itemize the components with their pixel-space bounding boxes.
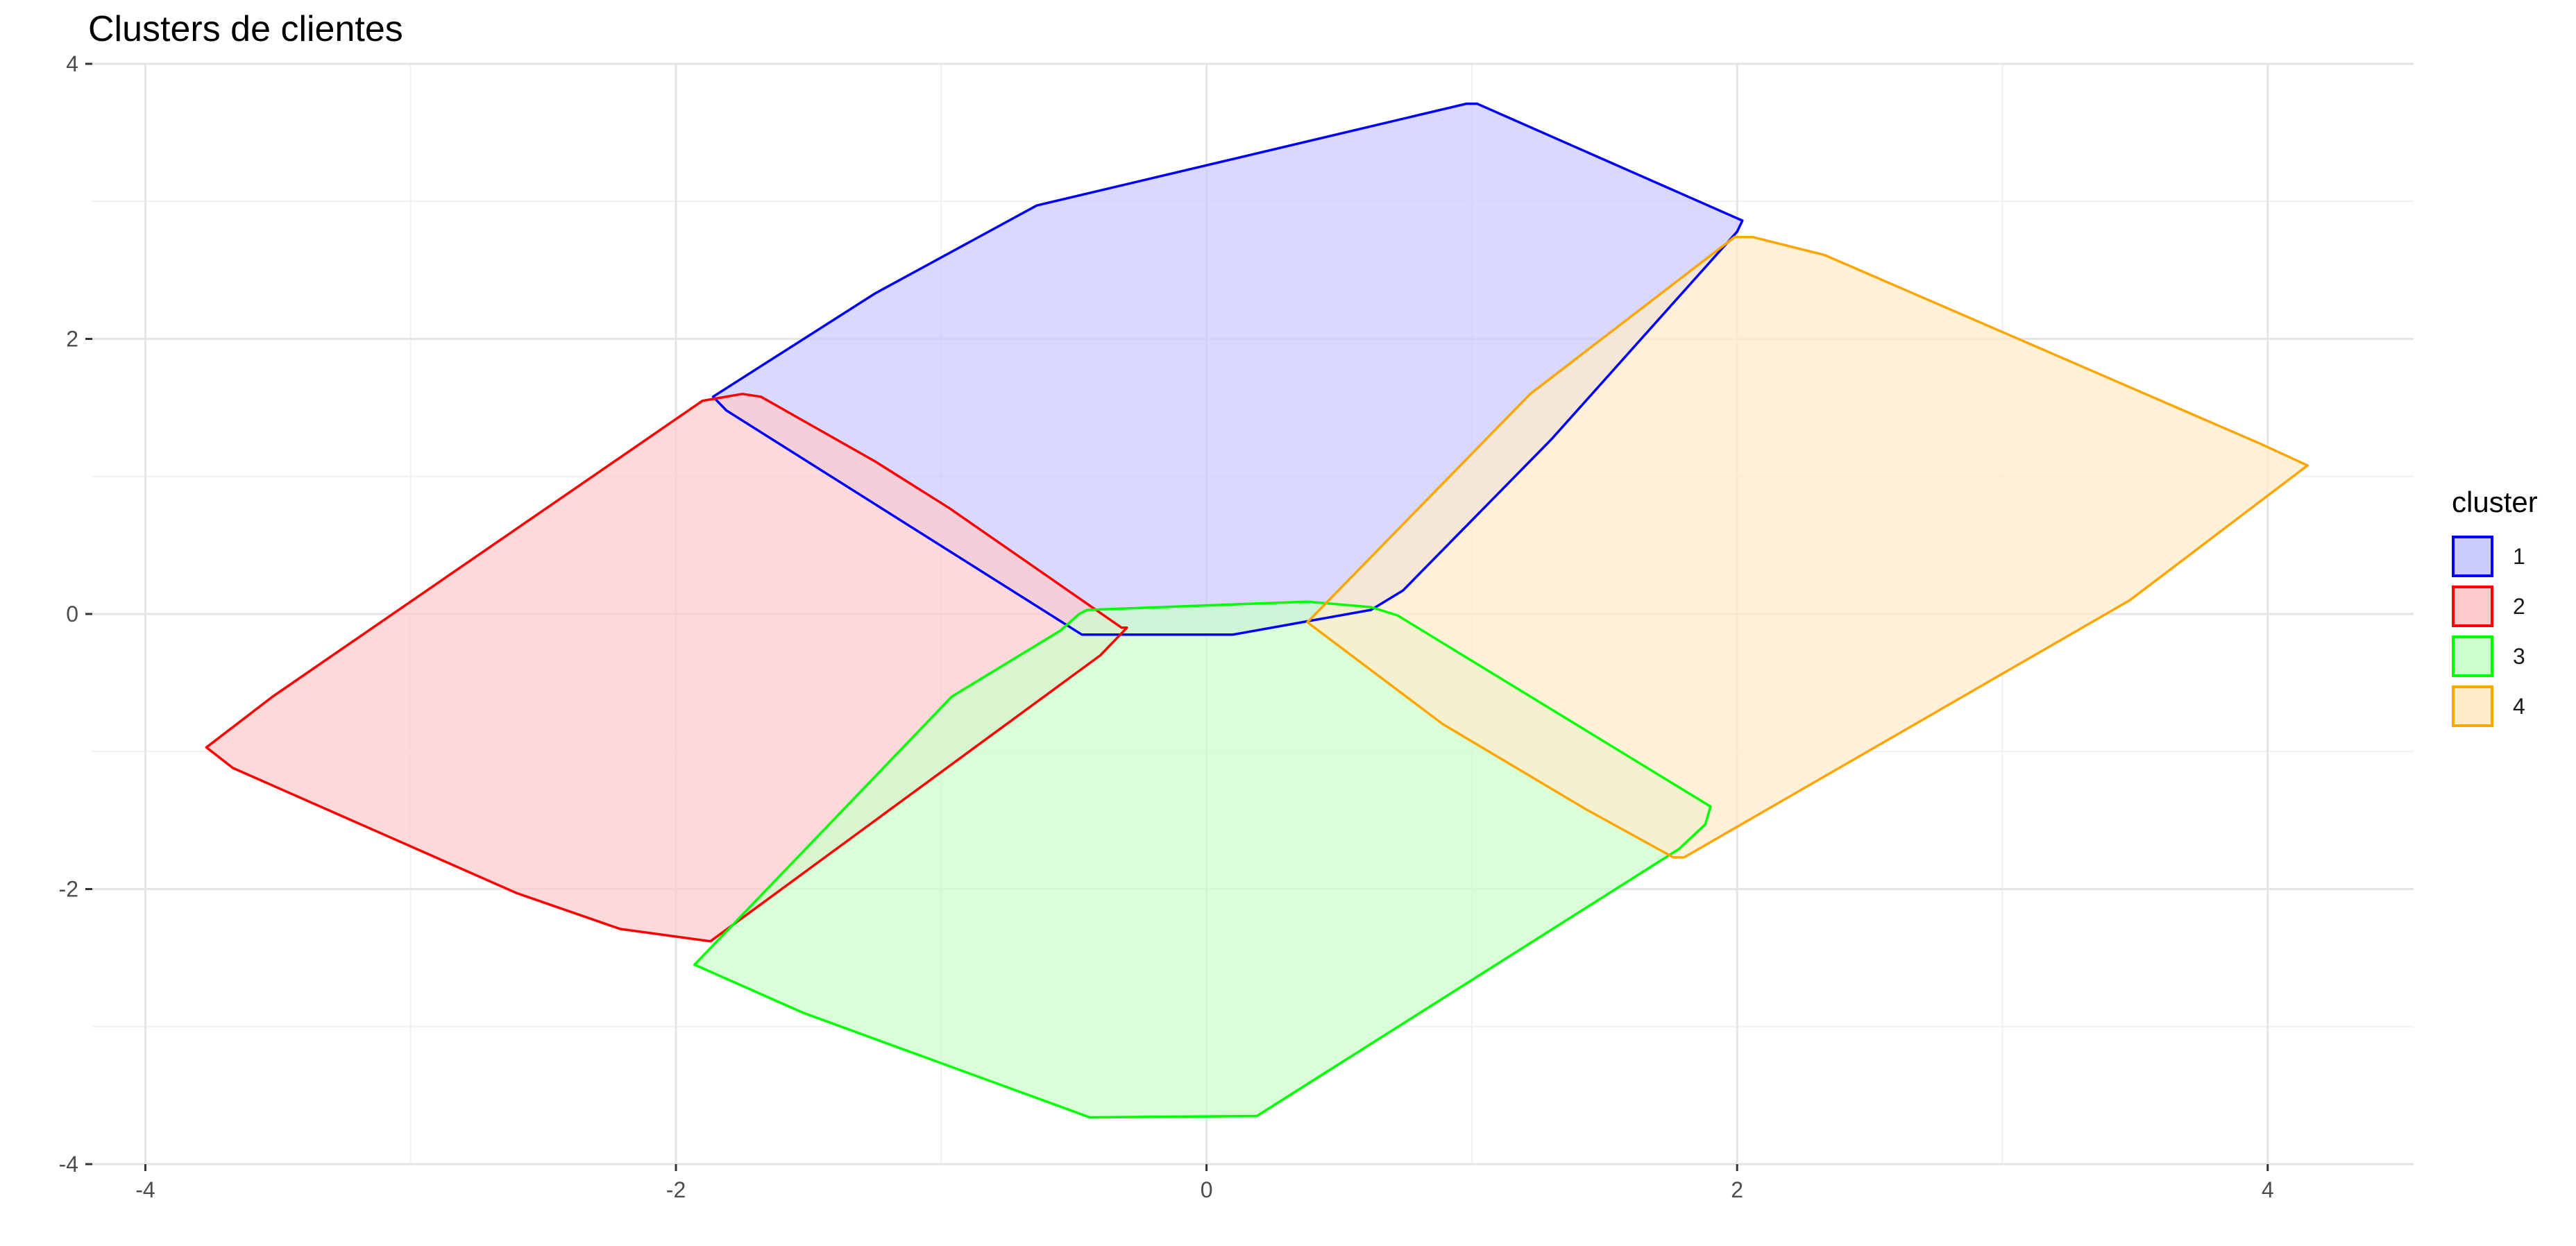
legend-label: 2 [2513, 593, 2525, 619]
x-tick-label: 4 [2262, 1177, 2274, 1202]
chart-title: Clusters de clientes [88, 9, 403, 49]
y-tick-label: 4 [66, 51, 78, 76]
legend: cluster 1 2 3 4 [2452, 486, 2538, 731]
cluster-2-outline [205, 393, 1128, 943]
x-tick-label: -2 [666, 1177, 686, 1202]
y-tick-label: 0 [66, 601, 78, 626]
legend-item-1: 1 [2452, 531, 2538, 581]
axis-ticks: -4 -2 0 2 4 -4 -2 0 2 4 [59, 51, 2274, 1202]
cluster-3-outline [693, 600, 1712, 1119]
cluster-4-outline [1306, 236, 2309, 859]
legend-items: 1 2 3 4 [2452, 531, 2538, 731]
legend-label: 3 [2513, 643, 2525, 669]
legend-key-4 [2452, 685, 2493, 727]
legend-item-2: 2 [2452, 581, 2538, 631]
legend-label: 1 [2513, 543, 2525, 569]
cluster-polygons [205, 102, 2309, 1119]
legend-key-3 [2452, 635, 2493, 677]
y-tick-label: 2 [66, 327, 78, 352]
legend-label: 4 [2513, 693, 2525, 719]
x-tick-label: -4 [135, 1177, 155, 1202]
legend-item-4: 4 [2452, 681, 2538, 731]
x-tick-label: 0 [1201, 1177, 1213, 1202]
x-tick-label: 2 [1731, 1177, 1743, 1202]
legend-key-2 [2452, 586, 2493, 627]
cluster-1-outline [711, 102, 1744, 636]
legend-title: cluster [2452, 486, 2538, 518]
legend-key-1 [2452, 536, 2493, 577]
cluster-4-fill [1307, 237, 2308, 857]
y-tick-label: -2 [59, 877, 78, 902]
y-tick-label: -4 [59, 1152, 78, 1177]
legend-item-3: 3 [2452, 631, 2538, 681]
